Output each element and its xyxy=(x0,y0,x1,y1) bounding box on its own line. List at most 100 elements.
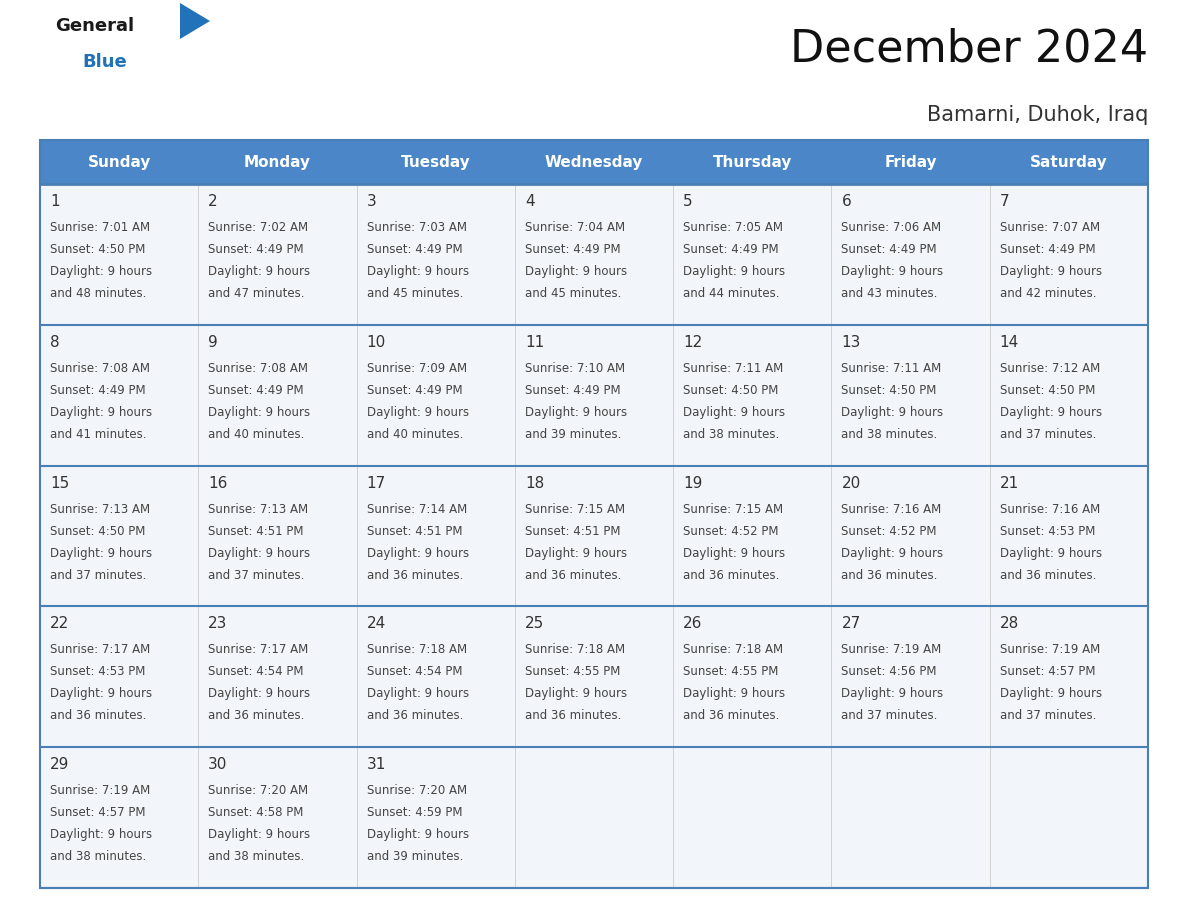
Text: Daylight: 9 hours: Daylight: 9 hours xyxy=(525,546,627,560)
Text: Daylight: 9 hours: Daylight: 9 hours xyxy=(525,688,627,700)
Text: Sunset: 4:49 PM: Sunset: 4:49 PM xyxy=(841,243,937,256)
Bar xyxy=(514,465,674,607)
Text: 3: 3 xyxy=(367,194,377,209)
Text: Sunrise: 7:05 AM: Sunrise: 7:05 AM xyxy=(683,221,783,234)
Text: 26: 26 xyxy=(683,616,702,632)
Text: and 36 minutes.: and 36 minutes. xyxy=(525,710,621,722)
Text: Sunset: 4:54 PM: Sunset: 4:54 PM xyxy=(367,666,462,678)
Text: Daylight: 9 hours: Daylight: 9 hours xyxy=(683,546,785,560)
Text: Sunrise: 7:13 AM: Sunrise: 7:13 AM xyxy=(208,502,309,516)
Bar xyxy=(40,184,198,325)
Text: Sunrise: 7:08 AM: Sunrise: 7:08 AM xyxy=(208,362,308,375)
Bar xyxy=(198,465,356,607)
Text: Daylight: 9 hours: Daylight: 9 hours xyxy=(683,265,785,278)
Text: 7: 7 xyxy=(1000,194,1010,209)
Text: Sunset: 4:56 PM: Sunset: 4:56 PM xyxy=(841,666,937,678)
Text: Sunrise: 7:14 AM: Sunrise: 7:14 AM xyxy=(367,502,467,516)
Text: Sunrise: 7:04 AM: Sunrise: 7:04 AM xyxy=(525,221,625,234)
Text: Daylight: 9 hours: Daylight: 9 hours xyxy=(1000,688,1101,700)
Text: and 37 minutes.: and 37 minutes. xyxy=(841,710,937,722)
Text: Daylight: 9 hours: Daylight: 9 hours xyxy=(50,546,152,560)
Text: Sunrise: 7:18 AM: Sunrise: 7:18 AM xyxy=(683,644,783,656)
Bar xyxy=(514,184,674,325)
Text: Sunrise: 7:19 AM: Sunrise: 7:19 AM xyxy=(841,644,942,656)
Text: 2: 2 xyxy=(208,194,217,209)
Text: 5: 5 xyxy=(683,194,693,209)
Text: Daylight: 9 hours: Daylight: 9 hours xyxy=(208,828,310,841)
Bar xyxy=(674,184,832,325)
Text: 23: 23 xyxy=(208,616,228,632)
Text: Sunset: 4:49 PM: Sunset: 4:49 PM xyxy=(367,243,462,256)
Text: and 45 minutes.: and 45 minutes. xyxy=(525,287,621,300)
Bar xyxy=(40,325,198,465)
Bar xyxy=(40,747,198,888)
Text: Sunset: 4:49 PM: Sunset: 4:49 PM xyxy=(525,243,620,256)
Text: and 40 minutes.: and 40 minutes. xyxy=(367,428,463,441)
Text: and 37 minutes.: and 37 minutes. xyxy=(208,568,304,582)
Text: Sunrise: 7:11 AM: Sunrise: 7:11 AM xyxy=(841,362,942,375)
Text: Daylight: 9 hours: Daylight: 9 hours xyxy=(683,406,785,419)
Text: 20: 20 xyxy=(841,476,860,490)
Text: Sunset: 4:57 PM: Sunset: 4:57 PM xyxy=(1000,666,1095,678)
Text: Daylight: 9 hours: Daylight: 9 hours xyxy=(50,688,152,700)
Bar xyxy=(674,465,832,607)
Text: Blue: Blue xyxy=(82,53,127,71)
Text: Friday: Friday xyxy=(884,154,937,170)
Text: 10: 10 xyxy=(367,335,386,350)
Bar xyxy=(198,607,356,747)
Bar xyxy=(356,747,514,888)
Bar xyxy=(832,747,990,888)
Text: Sunrise: 7:11 AM: Sunrise: 7:11 AM xyxy=(683,362,783,375)
Bar xyxy=(832,140,990,184)
Text: 9: 9 xyxy=(208,335,219,350)
Text: Sunset: 4:49 PM: Sunset: 4:49 PM xyxy=(208,384,304,397)
Text: and 39 minutes.: and 39 minutes. xyxy=(525,428,621,441)
Text: Sunset: 4:49 PM: Sunset: 4:49 PM xyxy=(367,384,462,397)
Text: Daylight: 9 hours: Daylight: 9 hours xyxy=(683,688,785,700)
Text: 8: 8 xyxy=(50,335,59,350)
Bar xyxy=(198,325,356,465)
Text: Daylight: 9 hours: Daylight: 9 hours xyxy=(50,406,152,419)
Text: 4: 4 xyxy=(525,194,535,209)
Text: Sunset: 4:49 PM: Sunset: 4:49 PM xyxy=(50,384,146,397)
Bar xyxy=(990,325,1148,465)
Text: Daylight: 9 hours: Daylight: 9 hours xyxy=(841,546,943,560)
Bar xyxy=(40,140,198,184)
Text: and 40 minutes.: and 40 minutes. xyxy=(208,428,304,441)
Bar xyxy=(990,184,1148,325)
Text: Sunset: 4:49 PM: Sunset: 4:49 PM xyxy=(1000,243,1095,256)
Text: Daylight: 9 hours: Daylight: 9 hours xyxy=(367,828,469,841)
Bar xyxy=(514,747,674,888)
Text: Daylight: 9 hours: Daylight: 9 hours xyxy=(208,688,310,700)
Text: and 41 minutes.: and 41 minutes. xyxy=(50,428,146,441)
Text: 11: 11 xyxy=(525,335,544,350)
Text: 24: 24 xyxy=(367,616,386,632)
Bar xyxy=(832,184,990,325)
Text: Sunrise: 7:20 AM: Sunrise: 7:20 AM xyxy=(208,784,309,797)
Text: Sunset: 4:57 PM: Sunset: 4:57 PM xyxy=(50,806,145,819)
Bar xyxy=(356,607,514,747)
Text: Daylight: 9 hours: Daylight: 9 hours xyxy=(1000,406,1101,419)
Text: and 48 minutes.: and 48 minutes. xyxy=(50,287,146,300)
Text: Sunrise: 7:07 AM: Sunrise: 7:07 AM xyxy=(1000,221,1100,234)
Text: Daylight: 9 hours: Daylight: 9 hours xyxy=(208,406,310,419)
Text: Sunrise: 7:17 AM: Sunrise: 7:17 AM xyxy=(50,644,150,656)
Text: Sunset: 4:55 PM: Sunset: 4:55 PM xyxy=(683,666,778,678)
Text: and 36 minutes.: and 36 minutes. xyxy=(841,568,937,582)
Bar xyxy=(356,184,514,325)
Text: Sunrise: 7:13 AM: Sunrise: 7:13 AM xyxy=(50,502,150,516)
Text: and 42 minutes.: and 42 minutes. xyxy=(1000,287,1097,300)
Text: Sunset: 4:50 PM: Sunset: 4:50 PM xyxy=(683,384,778,397)
Text: Daylight: 9 hours: Daylight: 9 hours xyxy=(367,546,469,560)
Text: Sunset: 4:49 PM: Sunset: 4:49 PM xyxy=(525,384,620,397)
Text: Sunrise: 7:02 AM: Sunrise: 7:02 AM xyxy=(208,221,309,234)
Text: Sunrise: 7:17 AM: Sunrise: 7:17 AM xyxy=(208,644,309,656)
Text: Daylight: 9 hours: Daylight: 9 hours xyxy=(525,265,627,278)
Text: Sunrise: 7:15 AM: Sunrise: 7:15 AM xyxy=(525,502,625,516)
Text: Sunset: 4:49 PM: Sunset: 4:49 PM xyxy=(208,243,304,256)
Text: Sunset: 4:49 PM: Sunset: 4:49 PM xyxy=(683,243,779,256)
Text: and 37 minutes.: and 37 minutes. xyxy=(50,568,146,582)
Text: and 36 minutes.: and 36 minutes. xyxy=(50,710,146,722)
Text: Bamarni, Duhok, Iraq: Bamarni, Duhok, Iraq xyxy=(927,105,1148,125)
Text: and 45 minutes.: and 45 minutes. xyxy=(367,287,463,300)
